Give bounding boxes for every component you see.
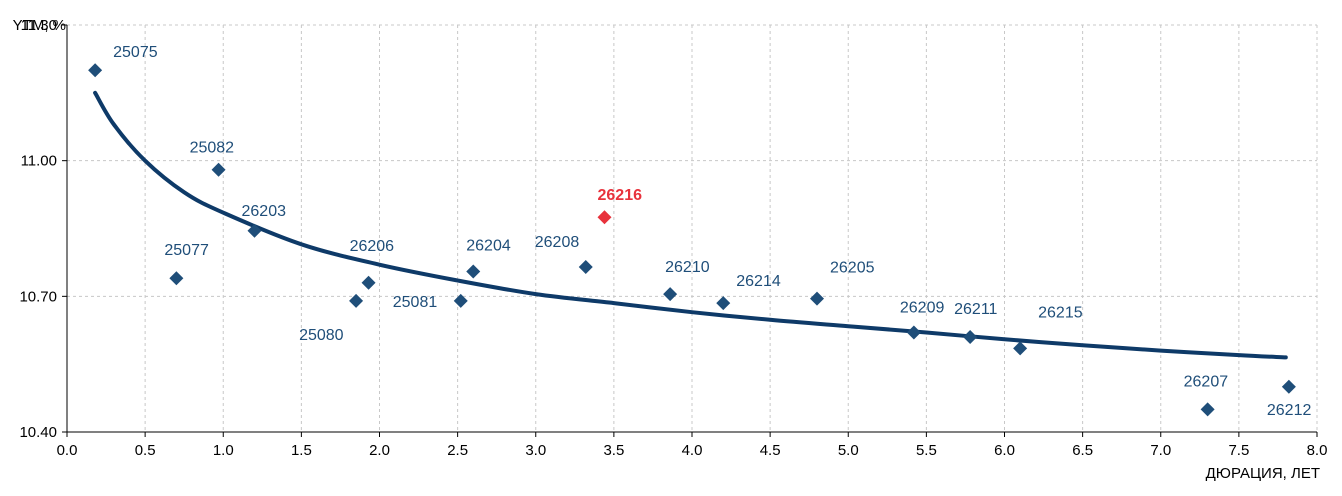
- y-tick-label: 10.40: [19, 424, 57, 441]
- data-point-26209: [906, 325, 921, 340]
- data-label-26205: 26205: [830, 260, 875, 277]
- data-point-26216: [597, 210, 612, 225]
- data-label-26214: 26214: [736, 273, 781, 290]
- data-label-26203: 26203: [242, 203, 287, 220]
- data-point-26212: [1281, 379, 1296, 394]
- data-point-26215: [1013, 341, 1028, 356]
- data-label-26206: 26206: [350, 238, 395, 255]
- y-axis-title: YTM, %: [13, 17, 66, 34]
- x-tick-label: 8.0: [1307, 442, 1328, 459]
- trend-curve: [93, 90, 1288, 360]
- data-label-26209: 26209: [900, 300, 945, 317]
- data-label-26215: 26215: [1038, 304, 1083, 321]
- y-tick-labels: 10.40 10.70 11.00 11.30: [19, 17, 67, 441]
- data-point-26208: [578, 259, 593, 274]
- data-point-26205: [810, 291, 824, 306]
- x-tick-label: 7.0: [1150, 442, 1171, 459]
- x-axis-title: ДЮРАЦИЯ, ЛЕТ: [1206, 465, 1320, 482]
- data-point-26211: [963, 330, 978, 345]
- y-tick-label: 10.70: [19, 288, 57, 305]
- data-point-26210: [663, 287, 678, 302]
- grid: [67, 24, 1318, 432]
- x-tick-label: 2.0: [369, 442, 390, 459]
- data-label-25081: 25081: [393, 294, 438, 311]
- data-point-26207: [1200, 402, 1215, 417]
- data-point-25082: [211, 162, 226, 177]
- data-point-26203: [247, 223, 262, 238]
- data-label-26216: 26216: [598, 187, 643, 204]
- x-tick-labels: 0.0 0.5 1.0 1.5 2.0 2.5 3.0 3.5 4.0 4.5 5.0 5.5 6.0 6…: [57, 432, 1328, 459]
- x-tick-label: 4.5: [760, 442, 781, 459]
- x-tick-label: 5.5: [916, 442, 937, 459]
- data-label-25082: 25082: [190, 140, 235, 157]
- data-label-26210: 26210: [665, 259, 710, 276]
- data-label-26212: 26212: [1267, 402, 1312, 419]
- x-tick-label: 7.5: [1228, 442, 1249, 459]
- data-label-26208: 26208: [535, 234, 580, 251]
- x-tick-label: 3.5: [603, 442, 624, 459]
- data-points: [88, 63, 1296, 417]
- data-label-26211: 26211: [954, 301, 997, 318]
- data-point-26204: [466, 264, 481, 279]
- data-label-25075: 25075: [113, 44, 158, 61]
- data-label-25077: 25077: [164, 242, 209, 259]
- x-tick-label: 0.0: [57, 442, 78, 459]
- y-tick-label: 11.30: [21, 17, 57, 34]
- data-point-25080: [349, 293, 364, 308]
- x-tick-label: 1.5: [291, 442, 312, 459]
- data-point-26214: [716, 296, 731, 311]
- x-tick-label: 3.0: [525, 442, 546, 459]
- data-point-26206: [361, 275, 376, 290]
- data-label-26204: 26204: [466, 237, 511, 254]
- data-point-25075: [88, 63, 103, 78]
- data-point-25077: [169, 271, 184, 286]
- x-tick-label: 2.5: [447, 442, 468, 459]
- x-tick-label: 6.5: [1072, 442, 1093, 459]
- x-tick-label: 4.0: [682, 442, 703, 459]
- data-point-labels: 25075 25077 25082 26203 25080 26206 25081 26204…: [113, 44, 1311, 419]
- data-label-26207: 26207: [1184, 373, 1229, 390]
- x-tick-label: 1.0: [213, 442, 234, 459]
- x-tick-label: 6.0: [994, 442, 1015, 459]
- y-tick-label: 11.00: [21, 153, 57, 170]
- data-point-25081: [453, 293, 468, 308]
- x-tick-label: 5.0: [838, 442, 859, 459]
- x-tick-label: 0.5: [135, 442, 156, 459]
- data-label-25080: 25080: [299, 327, 344, 344]
